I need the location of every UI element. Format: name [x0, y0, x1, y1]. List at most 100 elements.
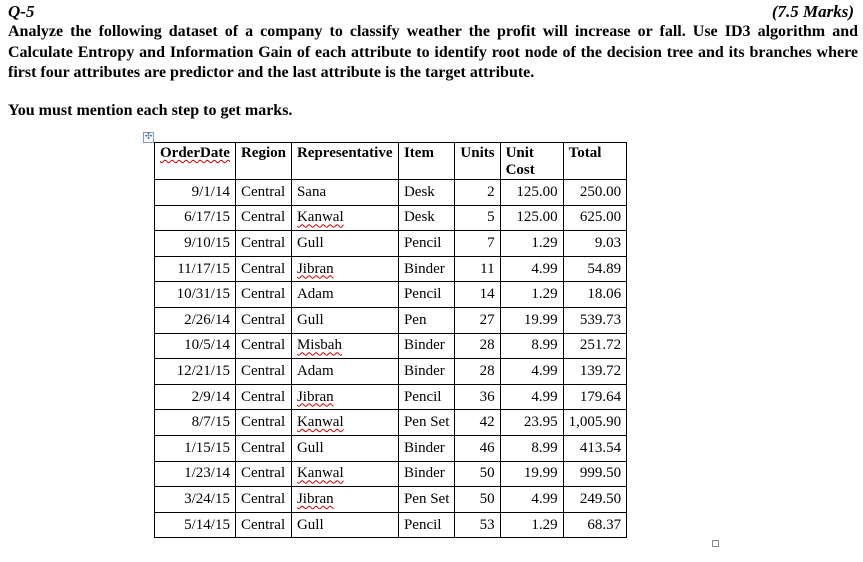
table-cell: 46 — [454, 434, 501, 462]
table-cell: 7 — [454, 230, 501, 257]
table-cell: Central — [234, 409, 292, 436]
table-cell: 2 — [454, 179, 501, 206]
table-cell: 36 — [454, 383, 501, 411]
table-cell: 1/15/15 — [154, 434, 236, 462]
table-cell: Binder — [397, 358, 456, 385]
table-cell: 179.64 — [562, 383, 628, 411]
table-cell: 23.95 — [499, 409, 564, 436]
table-cell: Jibran — [290, 383, 399, 411]
table-cell: Jibran — [290, 255, 399, 283]
table-cell: Misbah — [290, 332, 399, 360]
table-cell: Pencil — [397, 230, 456, 257]
table-cell: 19.99 — [499, 306, 564, 334]
table-cell: 625.00 — [562, 204, 628, 232]
question-note: You must mention each step to get marks. — [8, 102, 293, 119]
table-cell: 9/1/14 — [154, 179, 236, 206]
table-cell: Central — [234, 358, 292, 385]
table-cell: 42 — [454, 409, 501, 436]
table-cell: Jibran — [290, 486, 399, 513]
table-cell: 999.50 — [562, 460, 628, 488]
table-cell: 5 — [454, 204, 501, 232]
table-cell: 10/5/14 — [154, 332, 236, 360]
table-cell: Central — [234, 306, 292, 334]
header-cell: Unit Cost — [499, 142, 564, 180]
table-cell: 10/31/15 — [154, 281, 236, 308]
table-cell: 139.72 — [562, 358, 628, 385]
table-cell: Sana — [290, 179, 399, 206]
table-row: 2/9/14 Central Jibran Pencil 36 4.99 179.64 — [154, 383, 628, 411]
table-cell: 50 — [454, 486, 501, 513]
table-cell: Central — [234, 255, 292, 283]
table-cell: Gull — [290, 306, 399, 334]
table-cell: Central — [234, 281, 292, 308]
table-cell: 250.00 — [562, 179, 628, 206]
header-cell: Item — [397, 142, 456, 180]
question-marks: (7.5 Marks) — [771, 2, 854, 21]
table-cell: Pen — [397, 306, 456, 334]
table-cell: 4.99 — [499, 255, 564, 283]
table-cell: 27 — [454, 306, 501, 334]
table-cell: 4.99 — [499, 383, 564, 411]
table-cell: Adam — [290, 281, 399, 308]
table-cell: Gull — [290, 434, 399, 462]
table-cell: 125.00 — [499, 179, 564, 206]
table-cell: Kanwal — [290, 204, 399, 232]
table-row: 1/23/14 Central Kanwal Binder 50 19.99 999.50 — [154, 460, 628, 488]
table-cell: 28 — [454, 358, 501, 385]
table-cell: Central — [234, 230, 292, 257]
table-cell: 12/21/15 — [154, 358, 236, 385]
table-row: 2/26/14 Central Gull Pen 27 19.99 539.73 — [154, 306, 628, 334]
table-cell: 53 — [454, 511, 501, 539]
table-cell: Desk — [397, 179, 456, 206]
table-cell: 3/24/15 — [154, 486, 236, 513]
table-cell: 11 — [454, 255, 501, 283]
resize-handle-icon[interactable] — [712, 540, 719, 547]
table-cell: Central — [234, 486, 292, 513]
table-cell: Central — [234, 434, 292, 462]
table-cell: Adam — [290, 358, 399, 385]
table-cell: 18.06 — [562, 281, 628, 308]
table-cell: Gull — [290, 511, 399, 539]
table-cell: 68.37 — [562, 511, 628, 539]
table-cell: 9.03 — [562, 230, 628, 257]
table-cell: 1,005.90 — [562, 409, 628, 436]
table-cell: Kanwal — [290, 409, 399, 436]
table-cell: 251.72 — [562, 332, 628, 360]
table-cell: 8/7/15 — [154, 409, 236, 436]
table-cell: 28 — [454, 332, 501, 360]
table-cell: 1.29 — [499, 511, 564, 539]
question-number: Q-5 — [8, 2, 35, 21]
question-instruction: Analyze the following dataset of a compa… — [8, 23, 858, 81]
move-handle-icon[interactable]: ✣ — [143, 132, 154, 143]
table-cell: 5/14/15 — [154, 511, 236, 539]
table-row: 1/15/15 Central Gull Binder 46 8.99 413.54 — [154, 434, 628, 462]
table-cell: 54.89 — [562, 255, 628, 283]
table-row: 3/24/15 Central Jibran Pen Set 50 4.99 249.50 — [154, 486, 628, 513]
table-cell: Binder — [397, 434, 456, 462]
table-cell: 1.29 — [499, 281, 564, 308]
table-cell: Central — [234, 383, 292, 411]
table-row: 5/14/15 Central Gull Pencil 53 1.29 68.37 — [154, 511, 628, 539]
table-cell: 1.29 — [499, 230, 564, 257]
table-row: 9/1/14 Central Sana Desk 2 125.00 250.00 — [154, 179, 628, 206]
table-cell: Pen Set — [397, 409, 456, 436]
table-cell: 413.54 — [562, 434, 628, 462]
table-cell: Binder — [397, 255, 456, 283]
table-row: 8/7/15 Central Kanwal Pen Set 42 23.95 1,005.9… — [154, 409, 628, 436]
table-cell: 8.99 — [499, 332, 564, 360]
table-cell: 6/17/15 — [154, 204, 236, 232]
header-cell: Units — [454, 142, 501, 180]
table-header-row: OrderDate Region Representative Item Uni… — [154, 142, 628, 180]
table-cell: Central — [234, 511, 292, 539]
table-cell: 2/9/14 — [154, 383, 236, 411]
table-cell: 2/26/14 — [154, 306, 236, 334]
table-row: 12/21/15 Central Adam Binder 28 4.99 139.72 — [154, 358, 628, 385]
table-cell: Pen Set — [397, 486, 456, 513]
table-cell: 1/23/14 — [154, 460, 236, 488]
table-row: 6/17/15 Central Kanwal Desk 5 125.00 625.00 — [154, 204, 628, 232]
header-cell: OrderDate — [154, 142, 236, 180]
header-cell: Representative — [290, 142, 399, 180]
table-cell: Gull — [290, 230, 399, 257]
table-cell: Binder — [397, 460, 456, 488]
table-cell: Central — [234, 332, 292, 360]
